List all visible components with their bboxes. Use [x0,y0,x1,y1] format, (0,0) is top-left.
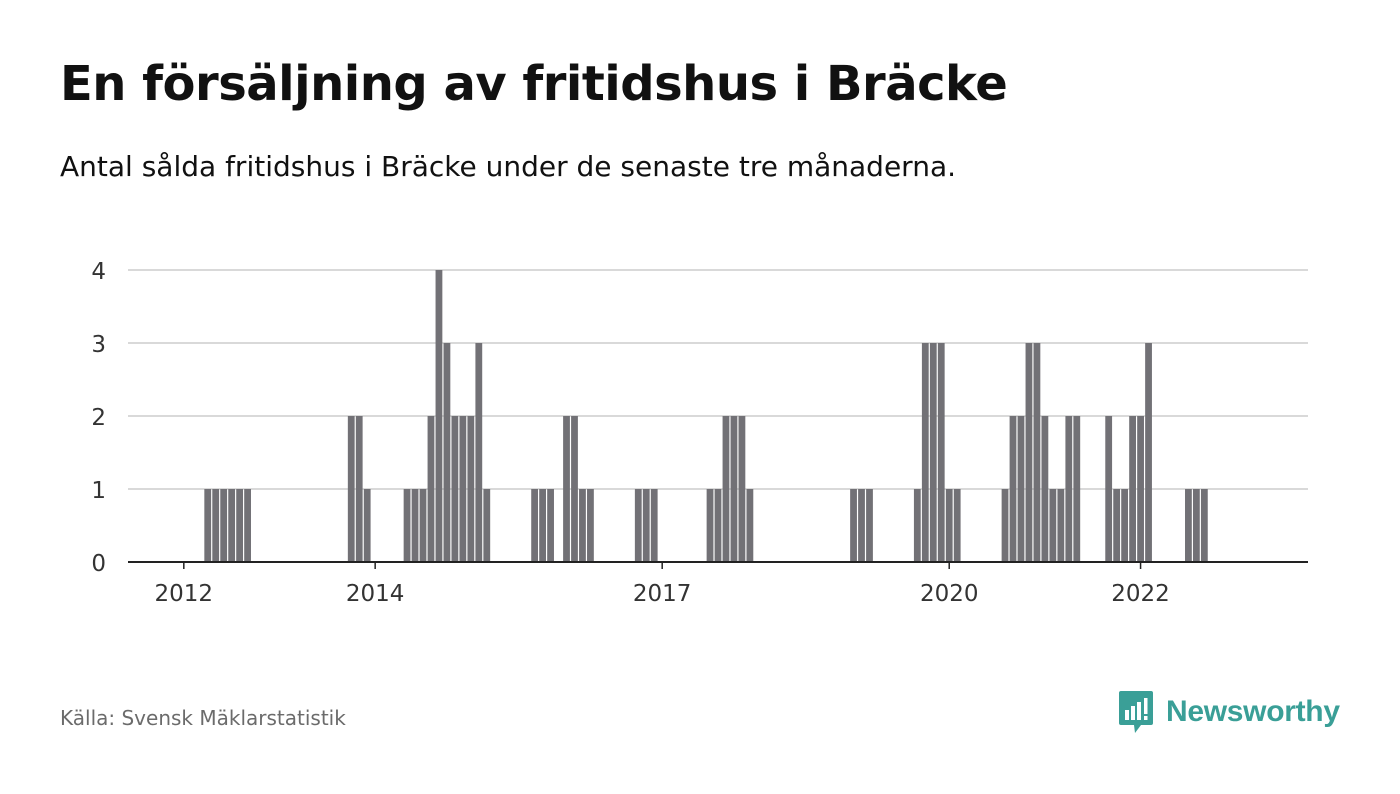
x-axis-ticks: 2012 2014 2017 2020 2022 [155,562,1170,607]
bar [730,416,738,562]
bar [411,489,419,562]
bar [634,489,642,562]
bar [355,416,363,562]
bar [531,489,539,562]
bar [451,416,459,562]
bar [714,489,722,562]
bar [587,489,594,562]
bar [236,489,244,562]
bar [443,343,451,562]
bar [858,489,865,562]
bar [722,416,730,562]
bar [419,489,427,562]
bar [220,489,228,562]
bar [1200,489,1208,562]
y-axis-ticks: 0 1 2 3 4 [91,259,106,577]
bar [1121,489,1129,562]
bar [547,489,554,562]
data-labels: 1 [1221,0,1236,6]
bar [427,416,435,562]
bar [459,416,467,562]
bar [1129,416,1136,562]
y-tick-label: 4 [91,259,106,285]
source-note: Källa: Svensk Mäklarstatistik [60,706,346,730]
bar [746,489,754,562]
bar [403,489,411,562]
bar [650,489,658,562]
bar [738,416,746,562]
bar [475,343,483,562]
y-tick-label: 3 [91,332,106,358]
y-tick-label: 2 [91,405,106,431]
bar [563,416,570,562]
chart-title: En försäljning av fritidshus i Bräcke [60,56,1008,112]
bar [921,343,929,562]
chart-subtitle: Antal sålda fritidshus i Bräcke under de… [60,150,956,183]
bar [244,489,251,562]
y-tick-label: 1 [91,478,106,504]
bar [1105,416,1113,562]
newsworthy-logo[interactable]: Newsworthy [1118,690,1340,734]
bar [1185,489,1192,562]
bar [1073,416,1081,562]
x-tick-label: 2012 [155,581,214,607]
bar [467,416,475,562]
bar [1057,489,1065,562]
data-label-latest: 1 [1221,0,1236,6]
bar [228,489,236,562]
x-tick-label: 2020 [920,581,979,607]
newsworthy-logo-text: Newsworthy [1166,695,1340,728]
bar [706,489,714,562]
bar [571,416,578,562]
y-tick-label: 0 [91,551,106,577]
bar [850,489,857,562]
bar [642,489,650,562]
bar [1009,416,1017,562]
bar [866,489,873,562]
bar [1025,343,1033,562]
bar [435,270,443,562]
bar [1113,489,1121,562]
bar [483,489,491,562]
bar [945,489,953,562]
bar [1065,416,1073,562]
bars [204,270,1208,562]
bar [1033,343,1041,562]
bar [953,489,961,562]
bar [913,489,921,562]
bar [1017,416,1025,562]
bar [1192,489,1200,562]
bar [929,343,937,562]
newsworthy-logo-icon [1119,691,1153,733]
x-tick-label: 2022 [1111,581,1170,607]
bar [1049,489,1057,562]
bar [579,489,586,562]
bar [347,416,355,562]
bar [1137,416,1144,562]
bar [212,489,220,562]
bar [1001,489,1009,562]
bar [1145,343,1152,562]
x-tick-label: 2017 [633,581,692,607]
x-tick-label: 2014 [346,581,405,607]
bar [539,489,546,562]
bar [204,489,212,562]
bar [363,489,371,562]
bar [1041,416,1049,562]
bar [937,343,945,562]
